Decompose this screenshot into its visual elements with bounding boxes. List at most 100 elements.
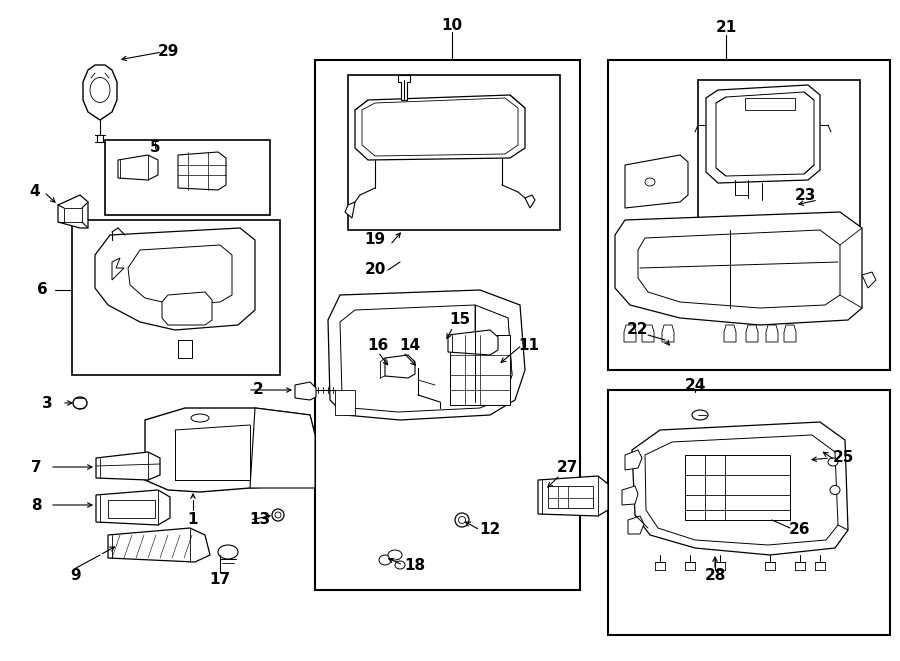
Bar [178,340,192,358]
Text: 14: 14 [400,338,420,352]
Text: 23: 23 [795,188,815,202]
Ellipse shape [379,555,391,565]
Text: 27: 27 [556,461,578,475]
Polygon shape [295,382,316,400]
Ellipse shape [692,410,708,420]
Polygon shape [328,290,525,420]
Bar [698,80,860,230]
Polygon shape [716,92,814,176]
Text: 2: 2 [253,383,264,397]
Ellipse shape [458,516,465,524]
Polygon shape [355,95,525,160]
Ellipse shape [830,485,840,494]
Ellipse shape [455,513,469,527]
Polygon shape [178,152,226,190]
Bar [608,60,890,370]
Bar [348,75,560,230]
Polygon shape [448,330,498,355]
Polygon shape [128,245,232,305]
Polygon shape [250,408,315,488]
Polygon shape [628,516,644,534]
Bar [64,208,82,222]
Polygon shape [662,325,674,342]
Polygon shape [625,155,688,208]
Ellipse shape [645,178,655,186]
Ellipse shape [275,512,281,518]
Text: 11: 11 [518,338,539,352]
Text: 10: 10 [441,17,463,32]
Ellipse shape [388,550,402,560]
Text: 24: 24 [684,377,706,393]
Polygon shape [118,155,158,180]
Polygon shape [345,202,355,218]
Ellipse shape [191,414,209,422]
Polygon shape [724,325,736,342]
Text: 13: 13 [249,512,271,527]
Polygon shape [538,476,608,516]
Text: 12: 12 [480,522,500,537]
Polygon shape [398,75,410,100]
Polygon shape [96,452,160,480]
Ellipse shape [272,509,284,521]
Polygon shape [625,450,642,470]
Polygon shape [362,98,518,156]
Polygon shape [624,325,636,342]
Ellipse shape [90,77,110,102]
Polygon shape [622,486,638,505]
Ellipse shape [73,397,87,409]
Text: 3: 3 [41,395,52,410]
Polygon shape [645,435,838,545]
Text: 28: 28 [705,568,725,582]
Ellipse shape [218,545,238,559]
Polygon shape [108,528,210,562]
Polygon shape [475,305,512,402]
Polygon shape [58,195,88,228]
Polygon shape [340,305,512,412]
Polygon shape [862,272,876,288]
Polygon shape [145,408,315,492]
Text: 9: 9 [71,568,81,582]
Polygon shape [642,325,654,342]
Bar [105,140,270,215]
Text: 1: 1 [188,512,198,527]
Polygon shape [766,325,778,342]
Polygon shape [706,85,820,183]
Polygon shape [83,65,117,120]
Bar [745,98,795,110]
Polygon shape [112,258,124,280]
Bar [685,455,790,520]
Polygon shape [784,325,796,342]
Text: 22: 22 [627,323,649,338]
Bar [335,390,355,415]
Text: 16: 16 [367,338,389,352]
Polygon shape [746,325,758,342]
Bar [608,390,890,635]
Polygon shape [95,228,255,330]
Text: 7: 7 [31,459,41,475]
Text: 6: 6 [37,282,48,297]
Text: 8: 8 [31,498,41,512]
Text: 26: 26 [789,522,811,537]
Bar [315,60,580,590]
Text: 4: 4 [30,184,40,200]
Text: 29: 29 [158,44,179,59]
Polygon shape [96,490,170,525]
Polygon shape [632,422,848,555]
Polygon shape [615,212,862,325]
Text: 5: 5 [149,141,160,155]
Polygon shape [525,195,535,208]
Bar [548,486,593,508]
Text: 25: 25 [832,451,854,465]
Text: 19: 19 [364,233,385,247]
Polygon shape [385,355,415,378]
Text: 18: 18 [404,557,426,572]
Bar [108,500,155,518]
Polygon shape [638,230,840,308]
Ellipse shape [395,561,405,569]
Text: 20: 20 [364,262,386,278]
Ellipse shape [828,458,838,466]
Text: 21: 21 [716,20,736,36]
Bar [450,335,510,405]
Text: 15: 15 [449,313,471,327]
Text: 17: 17 [210,572,230,588]
